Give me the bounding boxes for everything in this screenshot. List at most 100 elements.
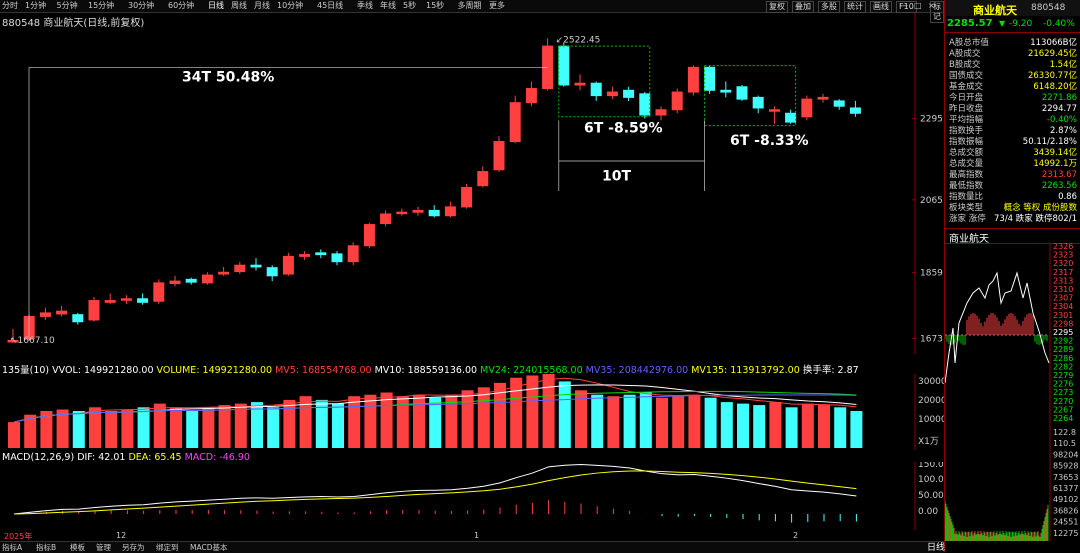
quote-row-label: 今日开盘 <box>949 93 984 103</box>
volume-bar <box>850 411 863 448</box>
volume-bar <box>89 407 101 448</box>
toolbar-tab-5[interactable]: F10 <box>896 1 917 13</box>
mini-volume-axis-label: 110.5 <box>1053 439 1076 448</box>
candle <box>655 106 667 121</box>
indicator-tab-1[interactable]: 指标B <box>36 543 57 552</box>
drop-box-2 <box>704 65 797 127</box>
candle <box>687 65 699 96</box>
quote-row: 指数量比 0.86 <box>947 192 1079 203</box>
mini-price-axis-label: 2298 <box>1053 319 1073 328</box>
macd-axis-label-1: 100.0 <box>918 475 944 485</box>
indicator-tab-3[interactable]: 管理 <box>96 543 111 552</box>
period-tab-9[interactable]: 10分钟 <box>277 1 304 10</box>
quote-row-label: A股成交 <box>949 49 981 59</box>
mini-price-axis-label: 2267 <box>1053 405 1073 414</box>
volume-bar <box>380 392 393 448</box>
period-tab-0[interactable]: 分时 <box>2 1 18 10</box>
dif-line <box>13 464 857 515</box>
indicator-tab-4[interactable]: 另存为 <box>122 543 145 552</box>
candle <box>315 249 327 259</box>
candle <box>849 100 861 117</box>
period-tab-1[interactable]: 1分钟 <box>25 1 47 10</box>
volume-bar <box>364 394 377 448</box>
vvol-value: VVOL: 149921280.00 <box>52 365 154 376</box>
period-tab-2[interactable]: 5分钟 <box>56 1 78 10</box>
indicator-tab-2[interactable]: 模板 <box>70 543 85 552</box>
dea-value: DEA: 65.45 <box>128 452 182 463</box>
drop-box-1 <box>558 45 651 118</box>
index-name: 商业航天 <box>973 4 1017 17</box>
price-axis-label-3: 1673 <box>920 334 943 344</box>
maximize-icon[interactable]: □ <box>914 1 922 10</box>
date-label-1: 12 <box>116 531 127 540</box>
period-tab-11[interactable]: 季线 <box>357 1 373 10</box>
volume-bar <box>461 390 474 448</box>
price-row: 2285.57 ▼ -9.20 -0.40% <box>945 16 1080 33</box>
period-tab-16[interactable]: 更多 <box>489 1 505 10</box>
period-tab-4[interactable]: 30分钟 <box>128 1 155 10</box>
volume-bar <box>575 390 587 448</box>
toolbar-tab-1[interactable]: 叠加 <box>792 1 814 13</box>
chart-title: 880548 商业航天(日线,前复权) <box>2 18 145 29</box>
quote-row-label: 指数振幅 <box>949 137 984 147</box>
close-icon[interactable]: × <box>928 1 935 10</box>
volume-chart[interactable]: 30000 20000 10000 X1万 <box>0 374 944 450</box>
date-axis: 2025年 12 1 2 <box>0 531 944 541</box>
toolbar-tab-3[interactable]: 统计 <box>844 1 866 13</box>
volume-bar <box>299 396 312 448</box>
candle <box>7 328 19 343</box>
volume-bar <box>137 407 150 448</box>
toolbar-tab-2[interactable]: 多股 <box>818 1 840 13</box>
quote-row-value: 6148.20亿 <box>1033 82 1077 92</box>
period-tab-15[interactable]: 多周期 <box>457 1 482 10</box>
candle <box>801 95 813 121</box>
volume-bar <box>186 411 199 448</box>
minimize-icon[interactable]: — <box>900 1 908 10</box>
toolbar-tab-4[interactable]: 画线 <box>870 1 892 13</box>
period-tab-12[interactable]: 年线 <box>380 1 396 10</box>
period-tab-6[interactable]: 日线 <box>208 1 224 10</box>
macd-value: MACD: -46.90 <box>184 452 250 463</box>
quote-panel-header: 商业航天 880548 <box>945 0 1080 17</box>
indicator-tab-5[interactable]: 绑定到 <box>156 543 179 552</box>
candlestick-chart[interactable]: 2295 2065 1859 1673 34T 50.48% ↙2522.45 ↖1667.… <box>0 12 944 354</box>
indicator-tab-6[interactable]: MACD基本 <box>190 543 228 552</box>
candle <box>590 81 602 101</box>
candle <box>299 251 311 260</box>
volume-bar <box>202 407 215 448</box>
quote-row-value: 2263.56 <box>1041 181 1077 191</box>
period-tab-8[interactable]: 月线 <box>254 1 270 10</box>
volume-bar <box>672 396 685 448</box>
period-tab-14[interactable]: 15秒 <box>426 1 445 10</box>
period-tab-7[interactable]: 周线 <box>231 1 247 10</box>
period-tab-3[interactable]: 15分钟 <box>88 1 115 10</box>
toolbar-tab-6[interactable]: 标记 <box>930 1 944 23</box>
price-axis-label-0: 2295 <box>920 115 943 125</box>
quote-row-label: A股总市值 <box>949 38 989 48</box>
indicator-tab-0[interactable]: 指标A <box>2 543 23 552</box>
mini-volume-axis-label: 61377 <box>1053 484 1078 493</box>
period-tab-5[interactable]: 60分钟 <box>168 1 195 10</box>
macd-chart[interactable]: 150.0 100.0 50.00 0.00 <box>0 462 944 530</box>
candle <box>509 95 521 144</box>
period-tab-13[interactable]: 5秒 <box>403 1 417 10</box>
volume-value: VOLUME: 149921280.00 <box>156 365 273 376</box>
quote-row-value: 0.86 <box>1058 192 1077 202</box>
quote-row-value: 概念 等权 成份股数 <box>1003 203 1077 213</box>
mini-volume-axis-label: 36826 <box>1053 506 1078 515</box>
volume-bar <box>234 403 247 448</box>
mini-volume-axis-label: 122.8 <box>1053 428 1076 437</box>
toolbar-tab-0[interactable]: 复权 <box>766 1 788 13</box>
period-tab-10[interactable]: 45日线 <box>317 1 344 10</box>
quote-row-label: 国债成交 <box>949 71 984 81</box>
volume-bar <box>818 405 830 448</box>
candle <box>120 295 132 305</box>
intraday-mini-chart[interactable]: 2326232323202317231323102307230423012298… <box>945 243 1080 541</box>
mini-price-axis-label: 2292 <box>1053 337 1073 346</box>
mini-price-axis-label: 2320 <box>1053 259 1073 268</box>
volume-bar <box>737 403 749 448</box>
mini-price-axis-label: 2264 <box>1053 414 1073 423</box>
macd-axis-label-2: 50.00 <box>918 491 944 501</box>
candle <box>785 109 797 124</box>
candle <box>704 65 716 94</box>
